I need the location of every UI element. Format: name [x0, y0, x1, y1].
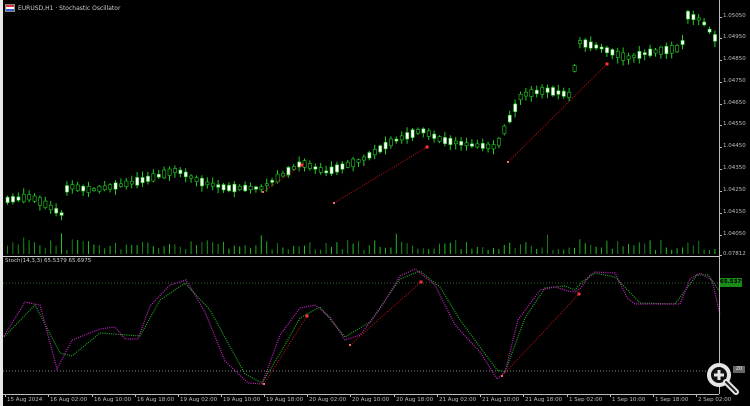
window-edge — [0, 0, 3, 406]
oscillator-current-value: 65.5379 — [720, 278, 746, 287]
time-tick — [48, 394, 49, 397]
time-tick — [135, 394, 136, 397]
time-tick — [221, 394, 222, 397]
price-tick — [719, 104, 722, 105]
price-tick — [719, 82, 722, 83]
chart-title: EURUSD,H1 · Stochastic Oscillator — [18, 4, 121, 12]
price-label: 1.05050 — [723, 13, 746, 19]
chart-title-bar: EURUSD,H1 · Stochastic Oscillator — [5, 3, 120, 13]
time-tick — [350, 394, 351, 397]
time-label: 20 Aug 02:00 — [309, 397, 347, 403]
time-label: 1 Sep 10:00 — [612, 397, 646, 403]
time-label: 15 Aug 2024 — [7, 397, 43, 403]
oscillator-title: Stoch(14,3,3) 65.5379 65.6975 — [5, 258, 92, 264]
price-label: 1.04750 — [723, 78, 746, 84]
price-label: 1.04850 — [723, 56, 746, 62]
time-tick — [653, 394, 654, 397]
price-label: 0.07812 — [723, 251, 746, 257]
price-label: 1.04450 — [723, 143, 746, 149]
time-label: 19 Aug 02:00 — [180, 397, 218, 403]
time-label: 1 Sep 02:00 — [569, 397, 603, 403]
price-tick — [719, 235, 722, 236]
price-axis[interactable] — [719, 0, 720, 394]
oscillator-level-badge: 20 — [733, 366, 745, 373]
price-tick — [719, 191, 722, 192]
price-tick — [719, 213, 722, 214]
time-label: 2 Sep 02:00 — [698, 397, 732, 403]
time-tick — [92, 394, 93, 397]
time-tick — [480, 394, 481, 397]
time-tick — [264, 394, 265, 397]
time-label: 20 Aug 10:00 — [352, 397, 390, 403]
price-label: 1.04550 — [723, 121, 746, 127]
time-label: 21 Aug 02:00 — [439, 397, 477, 403]
price-label: 1.04250 — [723, 187, 746, 193]
price-tick — [719, 60, 722, 61]
time-label: 21 Aug 10:00 — [482, 397, 520, 403]
price-label: 1.04950 — [723, 34, 746, 40]
price-tick — [719, 169, 722, 170]
time-tick — [5, 394, 6, 397]
price-label: 1.04650 — [723, 100, 746, 106]
price-tick — [719, 38, 722, 39]
time-label: 21 Aug 18:00 — [525, 397, 563, 403]
zoom-button[interactable] — [706, 362, 740, 396]
price-label: 1.04350 — [723, 165, 746, 171]
time-label: 16 Aug 02:00 — [50, 397, 88, 403]
time-label: 16 Aug 10:00 — [94, 397, 132, 403]
price-tick — [719, 125, 722, 126]
time-label: 1 Sep 18:00 — [655, 397, 689, 403]
time-tick — [178, 394, 179, 397]
time-tick — [610, 394, 611, 397]
time-tick — [523, 394, 524, 397]
time-axis[interactable] — [3, 394, 719, 395]
price-tick — [719, 147, 722, 148]
magnifier-plus-icon — [707, 363, 739, 395]
time-label: 20 Aug 18:00 — [396, 397, 434, 403]
time-tick — [696, 394, 697, 397]
price-tick — [719, 255, 722, 256]
time-label: 16 Aug 18:00 — [137, 397, 175, 403]
price-tick — [719, 17, 722, 18]
time-label: 19 Aug 18:00 — [266, 397, 304, 403]
time-tick — [394, 394, 395, 397]
price-label: 1.04050 — [723, 231, 746, 237]
time-tick — [567, 394, 568, 397]
time-tick — [307, 394, 308, 397]
time-tick — [437, 394, 438, 397]
subwindow-separator[interactable] — [3, 256, 719, 257]
time-label: 19 Aug 10:00 — [223, 397, 261, 403]
flag-icon — [5, 4, 15, 12]
price-label: 1.04150 — [723, 209, 746, 215]
